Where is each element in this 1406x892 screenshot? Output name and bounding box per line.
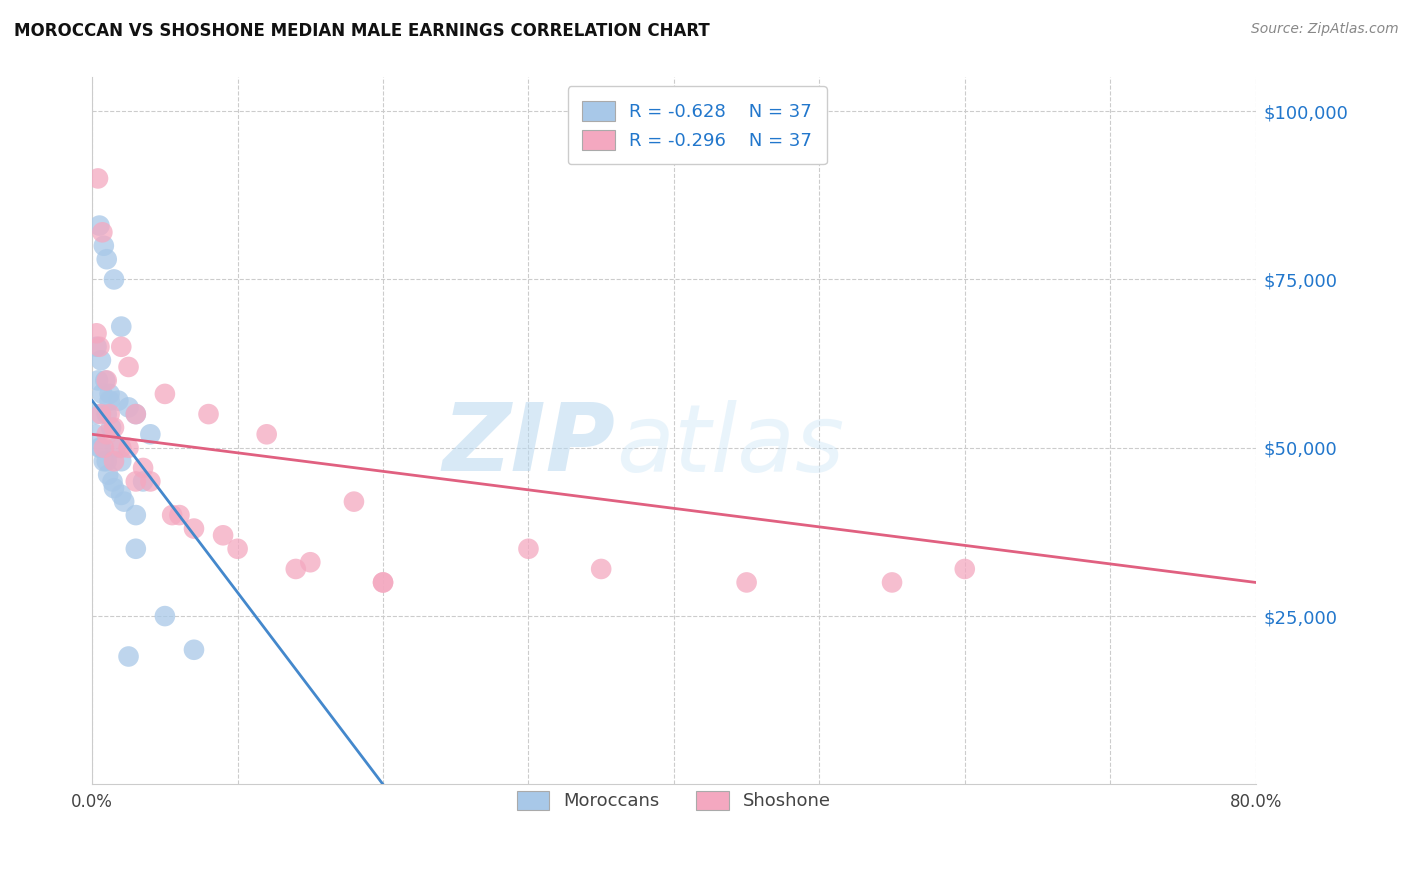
Legend: Moroccans, Shoshone: Moroccans, Shoshone <box>502 776 845 825</box>
Point <box>86 326 108 341</box>
Point <box>86 407 108 421</box>
Point <box>517 541 540 556</box>
Point <box>103 481 125 495</box>
Point <box>87 171 110 186</box>
Point <box>90 407 112 421</box>
Point <box>87 373 110 387</box>
Point <box>100 420 122 434</box>
Point <box>160 508 183 522</box>
Point <box>103 420 125 434</box>
Point <box>117 441 139 455</box>
Point <box>183 522 205 536</box>
Point <box>169 508 191 522</box>
Point <box>125 475 148 489</box>
Point <box>880 575 903 590</box>
Point <box>97 467 120 482</box>
Point <box>125 508 148 522</box>
Point <box>93 239 115 253</box>
Point <box>132 475 155 489</box>
Point <box>84 427 107 442</box>
Point <box>96 427 118 442</box>
Point <box>98 393 121 408</box>
Point <box>110 488 132 502</box>
Point <box>104 441 127 455</box>
Text: MOROCCAN VS SHOSHONE MEDIAN MALE EARNINGS CORRELATION CHART: MOROCCAN VS SHOSHONE MEDIAN MALE EARNING… <box>14 22 710 40</box>
Point <box>256 427 278 442</box>
Point <box>107 393 129 408</box>
Point <box>89 340 111 354</box>
Point <box>110 319 132 334</box>
Point <box>110 441 132 455</box>
Text: ZIP: ZIP <box>443 399 616 491</box>
Point <box>953 562 976 576</box>
Text: atlas: atlas <box>616 400 844 491</box>
Point <box>86 340 108 354</box>
Point <box>226 541 249 556</box>
Point <box>117 649 139 664</box>
Point <box>110 454 132 468</box>
Point <box>94 373 117 387</box>
Point <box>89 219 111 233</box>
Point <box>371 575 394 590</box>
Point <box>112 494 135 508</box>
Point <box>91 225 114 239</box>
Point <box>96 252 118 267</box>
Point <box>96 407 118 421</box>
Point <box>93 441 115 455</box>
Point <box>299 555 322 569</box>
Point <box>735 575 758 590</box>
Point <box>96 373 118 387</box>
Point <box>197 407 219 421</box>
Point <box>103 272 125 286</box>
Text: Source: ZipAtlas.com: Source: ZipAtlas.com <box>1251 22 1399 37</box>
Point <box>93 454 115 468</box>
Point <box>153 387 176 401</box>
Point <box>371 575 394 590</box>
Point <box>284 562 307 576</box>
Point <box>91 387 114 401</box>
Point <box>153 609 176 624</box>
Point <box>90 353 112 368</box>
Point <box>125 407 148 421</box>
Point <box>117 359 139 374</box>
Point <box>96 454 118 468</box>
Point <box>125 541 148 556</box>
Point <box>212 528 235 542</box>
Point <box>101 475 124 489</box>
Point <box>132 461 155 475</box>
Point <box>117 401 139 415</box>
Point <box>591 562 613 576</box>
Point <box>90 441 112 455</box>
Point <box>110 340 132 354</box>
Point <box>139 475 162 489</box>
Point <box>98 387 121 401</box>
Point <box>125 407 148 421</box>
Point <box>103 454 125 468</box>
Point <box>98 407 121 421</box>
Point <box>139 427 162 442</box>
Point <box>343 494 366 508</box>
Point <box>89 441 111 455</box>
Point <box>183 642 205 657</box>
